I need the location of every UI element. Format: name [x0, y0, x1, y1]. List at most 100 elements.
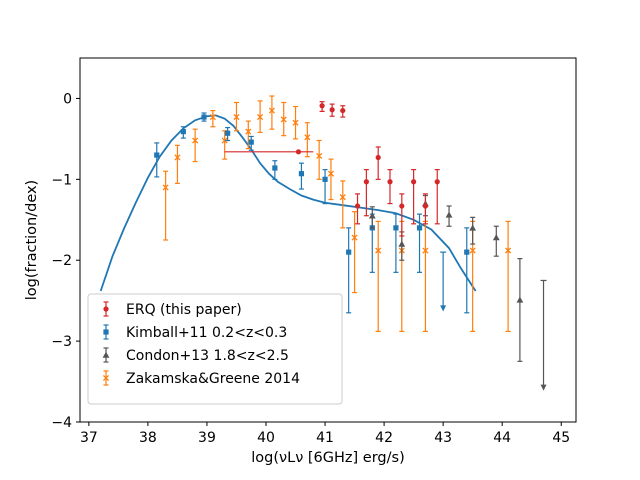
data-point — [280, 116, 287, 123]
data-point — [221, 137, 228, 144]
data-point-stroke-b — [233, 113, 240, 121]
data-point — [201, 114, 207, 120]
data-point-stroke-b — [162, 184, 169, 191]
legend: ERQ (this paper) Kimball+11 0.2<z<0.3 Cond… — [87, 293, 343, 405]
data-point — [469, 224, 477, 231]
data-point — [445, 211, 453, 218]
legend-marker — [102, 351, 110, 358]
data-point-stroke-b — [268, 107, 275, 114]
square-series — [154, 112, 470, 314]
model-curve-layer — [99, 114, 477, 292]
x-axis-label: log(νLν [6GHz] erg/s) — [251, 450, 404, 466]
x-tick-label: 37 — [80, 430, 98, 446]
legend-label: ERQ (this paper) — [126, 302, 242, 318]
data-point-stroke-b — [327, 170, 335, 177]
data-point — [340, 107, 346, 114]
x-tick-label: 45 — [552, 430, 570, 446]
data-point — [422, 203, 429, 209]
y-tick-label: −2 — [51, 253, 72, 269]
data-point — [422, 247, 429, 254]
data-point-stroke-b — [192, 137, 199, 144]
y-tick-label: −4 — [51, 415, 72, 431]
x-tick-label: 44 — [493, 430, 511, 446]
data-point-stroke-b — [422, 247, 429, 254]
legend-box — [87, 293, 343, 405]
upper-limit-arrow — [440, 305, 447, 312]
data-point-stroke-b — [469, 247, 476, 254]
data-point-stroke-b — [339, 194, 346, 201]
data-point — [416, 225, 423, 231]
data-point — [327, 170, 335, 177]
x-tick-label: 43 — [434, 430, 452, 446]
data-point — [304, 134, 311, 141]
legend-marker — [103, 329, 109, 335]
data-point — [316, 152, 323, 159]
data-point — [469, 247, 476, 254]
data-point — [248, 139, 254, 145]
x-tick-label: 40 — [257, 430, 275, 446]
data-point-stroke-b — [316, 152, 323, 159]
data-point-stroke-b — [257, 113, 264, 121]
data-point — [399, 203, 405, 209]
data-point — [363, 179, 369, 185]
data-point — [298, 171, 305, 177]
data-point — [368, 212, 376, 219]
data-point — [257, 113, 264, 121]
y-tick-label: −1 — [51, 172, 72, 188]
data-point — [354, 203, 361, 209]
data-point — [272, 165, 278, 171]
data-series-layer — [154, 95, 547, 391]
data-point — [225, 130, 231, 136]
data-point-stroke-b — [280, 116, 287, 123]
data-point — [375, 154, 381, 161]
data-point — [292, 119, 299, 126]
data-point — [180, 129, 186, 135]
data-point-stroke-b — [174, 154, 181, 161]
legend-marker — [102, 374, 110, 382]
data-point-stroke-b — [351, 234, 358, 241]
data-point — [375, 247, 382, 254]
legend-label: Zakamska&Greene 2014 — [126, 371, 300, 387]
data-point — [516, 296, 524, 303]
upper-limit-arrow — [540, 384, 547, 391]
data-point — [329, 107, 335, 113]
data-point — [393, 225, 399, 231]
legend-item: Kimball+11 0.2<z<0.3 — [103, 324, 287, 341]
data-point — [154, 152, 160, 158]
legend-item: Zakamska&Greene 2014 — [102, 370, 300, 387]
data-point-stroke-b — [304, 134, 311, 141]
data-point — [387, 179, 393, 185]
data-point — [268, 107, 275, 114]
data-point — [434, 179, 440, 185]
data-point — [351, 234, 358, 241]
circle-series — [224, 101, 440, 237]
data-point — [322, 176, 328, 182]
legend-marker — [103, 306, 109, 312]
data-point — [505, 247, 512, 254]
data-point-stroke-b — [245, 128, 252, 135]
data-point — [464, 249, 470, 255]
data-point — [295, 149, 302, 155]
x-tick-label: 39 — [198, 430, 216, 446]
data-point-stroke-b — [375, 247, 382, 254]
data-point — [411, 179, 417, 185]
data-point — [339, 194, 346, 201]
x-tick-label: 38 — [139, 430, 157, 446]
data-point-stroke-b — [209, 113, 216, 121]
data-point-stroke-b — [505, 247, 512, 254]
data-point — [346, 249, 352, 255]
y-tick-label: 0 — [63, 91, 72, 107]
legend-label: Condon+13 1.8<z<2.5 — [126, 348, 289, 364]
data-point — [492, 234, 500, 241]
model-curve-line — [99, 114, 477, 292]
y-tick-label: −3 — [51, 334, 72, 350]
data-point-stroke-b — [221, 137, 228, 144]
legend-item: Condon+13 1.8<z<2.5 — [102, 347, 289, 364]
x-tick-label: 42 — [375, 430, 393, 446]
data-point — [319, 103, 325, 109]
data-point — [174, 154, 181, 161]
data-point — [209, 113, 216, 121]
data-point-stroke-b — [292, 119, 299, 126]
